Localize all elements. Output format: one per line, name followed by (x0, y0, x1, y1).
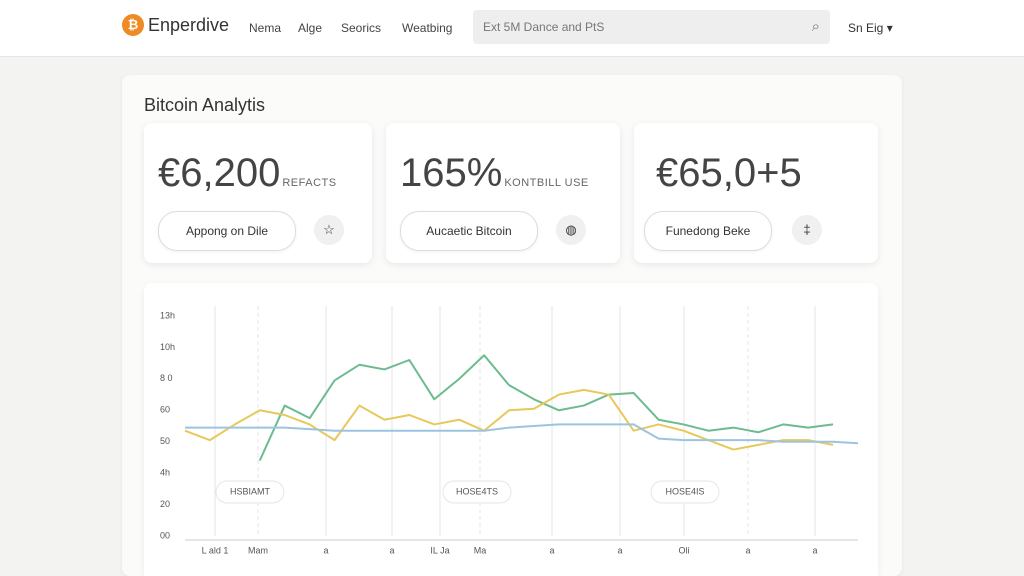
search-icon: ⌕ (811, 18, 820, 35)
series-line (185, 423, 859, 445)
stat-unit: KONTBILL USE (504, 177, 589, 189)
nav-link[interactable]: Alge (298, 21, 323, 35)
annotation-box (215, 480, 285, 504)
x-axis-label: Oli (679, 545, 690, 555)
y-axis-label: 20 (160, 499, 170, 509)
y-axis-label: 8 0 (160, 373, 173, 383)
y-axis-label: 50 (160, 436, 170, 446)
chart-card (144, 283, 878, 576)
logo[interactable]: ₿ Enperdive (122, 14, 229, 36)
annotation: HOSE4IS (665, 486, 704, 496)
panel-title: Bitcoin Analytis (144, 95, 266, 115)
stat-button[interactable]: Aucaetic Bitcoin (400, 211, 538, 251)
x-axis-label: a (549, 545, 554, 555)
y-axis-label: 60 (160, 405, 170, 415)
top-bar: ₿ Enperdive Nema Alge Seorics Weatbing Ex… (0, 0, 1024, 57)
annotation: HSBIAMT (230, 486, 271, 496)
x-axis-label: a (389, 545, 394, 555)
search-placeholder: Ext 5M Dance and PtS (483, 20, 605, 34)
series-line (258, 354, 834, 461)
annotation-box (650, 480, 720, 504)
search-box[interactable]: Ext 5M Dance and PtS ⌕ (473, 10, 830, 44)
language-text: Sn Eig (848, 21, 884, 35)
stat-button[interactable]: Appong on Dile (158, 211, 296, 251)
x-axis-label: Ma (474, 545, 487, 555)
x-axis-label: a (323, 545, 328, 555)
x-axis-label: Mam (248, 545, 268, 555)
logo-icon: ₿ (122, 14, 144, 36)
stat-button[interactable]: Funedong Beke (644, 211, 772, 251)
stat-card: 165% KONTBILL USE Aucaetic Bitcoin ◍ (386, 123, 620, 263)
language-select[interactable]: Sn Eig ▾ (848, 21, 893, 35)
star-icon[interactable]: ☆ (314, 215, 344, 245)
nav-link[interactable]: Nema (249, 21, 282, 35)
logo-text: Enperdive (148, 14, 230, 35)
stat-card: €65,0+5 Funedong Beke ‡ (634, 123, 878, 263)
stat-value: €65,0+5 (656, 151, 802, 196)
x-axis-label: a (617, 545, 622, 555)
stat-value: €6,200 REFACTS (158, 151, 337, 196)
x-axis-label: IL Ja (430, 545, 449, 555)
annotation: HOSE4TS (456, 486, 498, 496)
stat-number: €6,200 (158, 151, 281, 195)
stat-card: €6,200 REFACTS Appong on Dile ☆ (144, 123, 372, 263)
y-axis-label: 00 (160, 530, 170, 540)
sort-icon[interactable]: ‡ (792, 215, 822, 245)
coin-icon[interactable]: ◍ (556, 215, 586, 245)
stat-number: 165% (400, 151, 503, 195)
y-axis-label: 13h (160, 310, 175, 320)
annotation-box (442, 480, 512, 504)
x-axis-label: a (812, 545, 817, 555)
nav-link[interactable]: Seorics (341, 21, 382, 35)
nav-link[interactable]: Weatbing (402, 21, 453, 35)
stat-number: €65,0+5 (656, 151, 802, 195)
x-axis-label: L ald 1 (202, 545, 229, 555)
y-axis-label: 4h (160, 468, 170, 478)
x-axis-label: a (745, 545, 750, 555)
y-axis-label: 10h (160, 342, 175, 352)
series-line (184, 388, 834, 451)
stat-value: 165% KONTBILL USE (400, 151, 589, 196)
stat-unit: REFACTS (282, 177, 337, 189)
